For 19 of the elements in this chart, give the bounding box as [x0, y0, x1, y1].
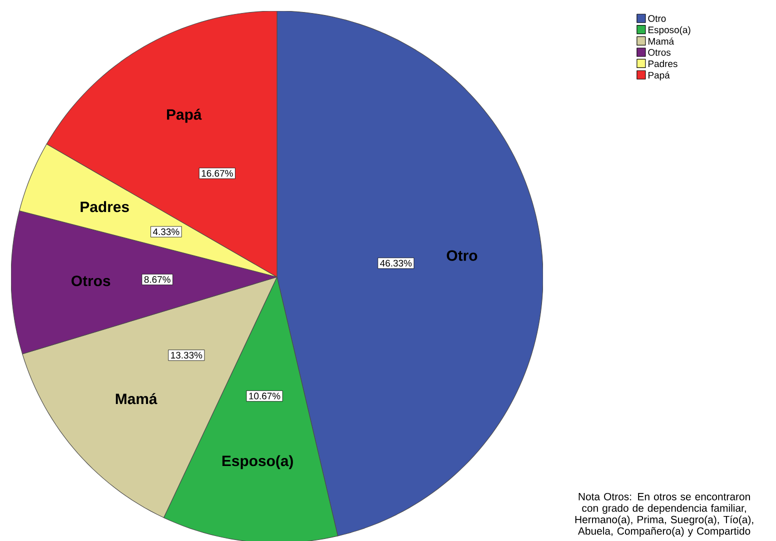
slice-label: Papá	[167, 108, 202, 123]
slice-label: Mamá	[116, 393, 158, 404]
legend-label: Padres	[648, 60, 678, 68]
legend-label: Mamá	[648, 38, 674, 45]
legend-label: Otro	[648, 15, 666, 22]
slice-label: Padres	[80, 201, 129, 212]
data-label: 10.67%	[249, 392, 280, 400]
data-label: 13.33%	[171, 352, 202, 359]
data-label: 4.33%	[152, 228, 180, 236]
legend-label: Esposo(a)	[648, 26, 690, 36]
slice-label: Otro	[446, 250, 478, 261]
text: Nota Otros: En otros se encontraron con grado de dependencia familiar, Hermano(a), Prima, Suegro(a), Tío(a), Abuela, Compañero(a) y Compartido	[575, 492, 754, 537]
slice-label: Otros	[72, 276, 110, 286]
data-label: 46.33%	[380, 260, 412, 267]
data-label: 16.67%	[202, 170, 233, 177]
legend-label: Otros	[648, 49, 671, 56]
legend-label: Papá	[648, 71, 670, 80]
slice-label: Esposo(a)	[222, 455, 293, 470]
data-label: 8.67%	[144, 276, 170, 283]
